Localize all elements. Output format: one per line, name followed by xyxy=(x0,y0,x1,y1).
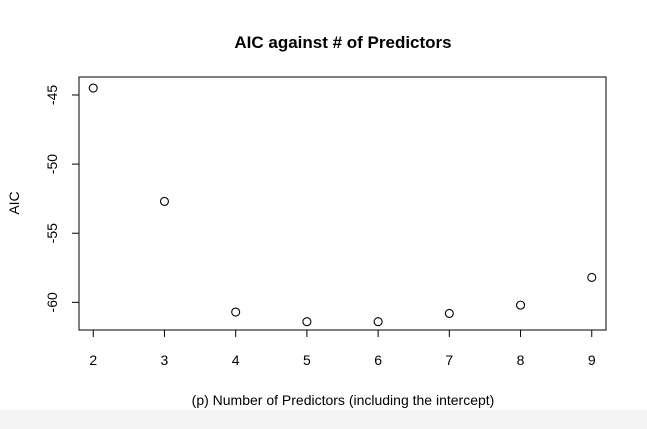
plot-frame xyxy=(78,76,607,331)
x-axis: 2 3 4 5 6 7 8 9 xyxy=(89,329,596,368)
x-tick-label: 4 xyxy=(232,352,240,368)
y-axis-label: AIC xyxy=(6,191,22,214)
data-points xyxy=(88,83,597,327)
x-tick-label: 6 xyxy=(374,352,382,368)
data-point xyxy=(302,317,312,327)
x-tick-label: 8 xyxy=(517,352,525,368)
y-tick-label: -60 xyxy=(44,292,60,312)
x-tick-label: 7 xyxy=(445,352,453,368)
data-point xyxy=(373,317,383,327)
x-tick-label: 2 xyxy=(89,352,97,368)
data-point xyxy=(159,196,170,206)
x-tick-label: 3 xyxy=(161,352,169,368)
y-tick-label: -50 xyxy=(44,154,60,174)
x-tick-label: 9 xyxy=(588,352,596,368)
data-point xyxy=(587,272,597,283)
data-point xyxy=(515,300,526,310)
y-tick-label: -45 xyxy=(44,85,60,105)
chart-area: AIC against # of Predictors 2 3 4 5 6 7 8 9 -45… xyxy=(6,33,607,408)
y-tick-label: -55 xyxy=(44,223,60,243)
chart-title: AIC against # of Predictors xyxy=(234,33,451,52)
bottom-strip xyxy=(0,410,647,429)
data-point xyxy=(231,307,241,317)
x-tick-label: 5 xyxy=(303,352,311,368)
x-axis-label: (p) Number of Predictors (including the … xyxy=(192,392,495,408)
data-point xyxy=(88,83,98,93)
scatter-chart: AIC against # of Predictors 2 3 4 5 6 7 8 9 -45… xyxy=(6,33,607,408)
data-point xyxy=(444,308,454,318)
y-axis: -45 -50 -55 -60 xyxy=(44,85,80,312)
